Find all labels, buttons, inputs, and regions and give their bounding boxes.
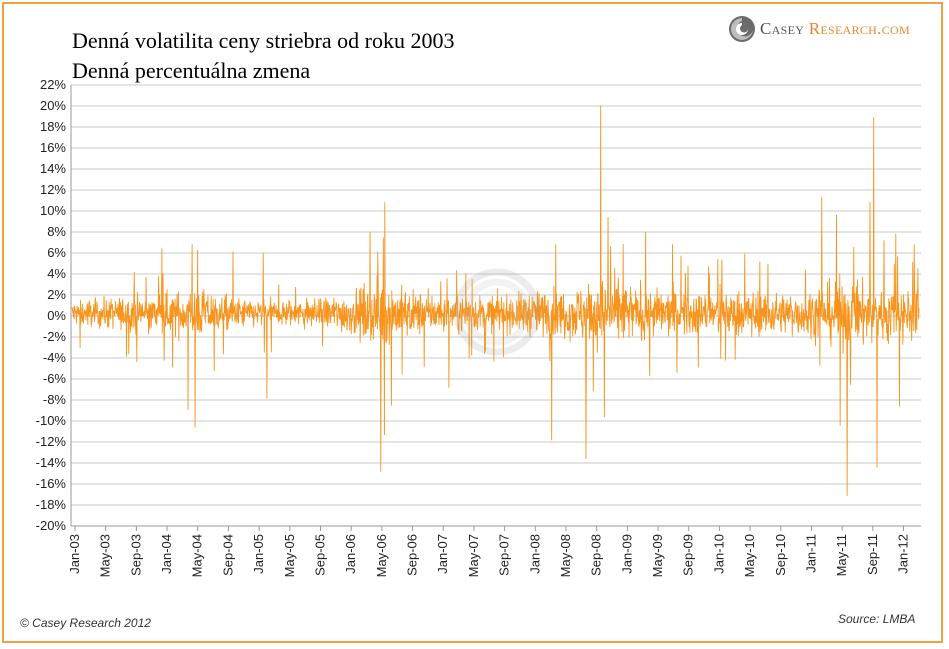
x-tick-label: Sep-06 xyxy=(405,534,420,576)
y-tick-label: 20% xyxy=(40,98,66,113)
swirl-logo-icon xyxy=(729,16,755,42)
watermark-icon xyxy=(453,268,541,356)
copyright-note: © Casey Research 2012 xyxy=(20,616,151,630)
watermark-ring xyxy=(453,268,541,356)
y-tick-label: 22% xyxy=(40,77,66,92)
y-tick-label: 6% xyxy=(47,245,66,260)
watermark-ring xyxy=(473,288,521,336)
x-tick-label: Jan-09 xyxy=(619,534,634,574)
x-tick-label: Jan-07 xyxy=(435,534,450,574)
title-line-1: Denná volatilita ceny striebra od roku 2… xyxy=(72,28,455,53)
x-tick-label: May-04 xyxy=(190,534,205,577)
x-tick-label: May-05 xyxy=(282,534,297,577)
y-tick-label: -18% xyxy=(36,497,67,512)
x-tick-label: Jan-11 xyxy=(803,534,818,573)
x-tick-label: Jan-04 xyxy=(159,534,174,574)
watermark-ring xyxy=(463,278,531,346)
x-tick-label: Jan-03 xyxy=(67,534,82,574)
y-tick-label: 10% xyxy=(40,203,66,218)
x-tick-label: Sep-03 xyxy=(128,534,143,576)
x-tick-label: Jan-10 xyxy=(711,534,726,574)
x-tick-label: Jan-06 xyxy=(343,534,358,574)
y-tick-label: -10% xyxy=(36,413,67,428)
x-tick-label: May-10 xyxy=(742,534,757,577)
x-tick-label: Sep-11 xyxy=(865,534,880,575)
chart-frame xyxy=(2,2,943,643)
x-tick-label: Jan-05 xyxy=(251,534,266,574)
y-tick-label: -12% xyxy=(36,434,67,449)
x-tick-label: Sep-04 xyxy=(220,534,235,576)
y-tick-label: 4% xyxy=(47,266,66,281)
logo-wordmark: Casey Research.com xyxy=(760,19,910,38)
y-tick-label: 14% xyxy=(40,161,66,176)
x-tick-label: Sep-09 xyxy=(681,534,696,576)
y-tick-label: -16% xyxy=(36,476,67,491)
x-tick-label: May-07 xyxy=(466,534,481,577)
x-tick-label: May-09 xyxy=(650,534,665,577)
x-tick-label: May-11 xyxy=(834,534,849,576)
chart-title: Denná volatilita ceny striebra od roku 2… xyxy=(72,26,454,86)
x-tick-label: May-03 xyxy=(98,534,113,577)
y-tick-label: 2% xyxy=(47,287,66,302)
y-tick-label: 0% xyxy=(47,308,66,323)
y-tick-label: -2% xyxy=(43,329,67,344)
series-line xyxy=(71,105,920,496)
x-tick-label: Sep-07 xyxy=(497,534,512,576)
x-tick-label: May-08 xyxy=(558,534,573,577)
y-tick-label: 8% xyxy=(47,224,66,239)
x-tick-label: Sep-08 xyxy=(589,534,604,576)
casey-research-logo: Casey Research.com xyxy=(728,14,910,44)
y-tick-label: -14% xyxy=(36,455,67,470)
title-line-2: Denná percentuálna zmena xyxy=(72,58,311,83)
y-tick-label: -20% xyxy=(36,518,67,533)
x-tick-label: Sep-05 xyxy=(312,534,327,576)
y-tick-label: -8% xyxy=(43,392,67,407)
x-tick-label: May-06 xyxy=(374,534,389,577)
x-tick-label: Sep-10 xyxy=(773,534,788,576)
y-tick-label: -6% xyxy=(43,371,67,386)
y-tick-label: 12% xyxy=(40,182,66,197)
y-tick-label: 18% xyxy=(40,119,66,134)
y-tick-label: 16% xyxy=(40,140,66,155)
source-note: Source: LMBA xyxy=(838,612,916,626)
x-tick-label: Jan-08 xyxy=(527,534,542,574)
x-tick-label: Jan-12 xyxy=(896,534,911,574)
y-tick-label: -4% xyxy=(43,350,67,365)
